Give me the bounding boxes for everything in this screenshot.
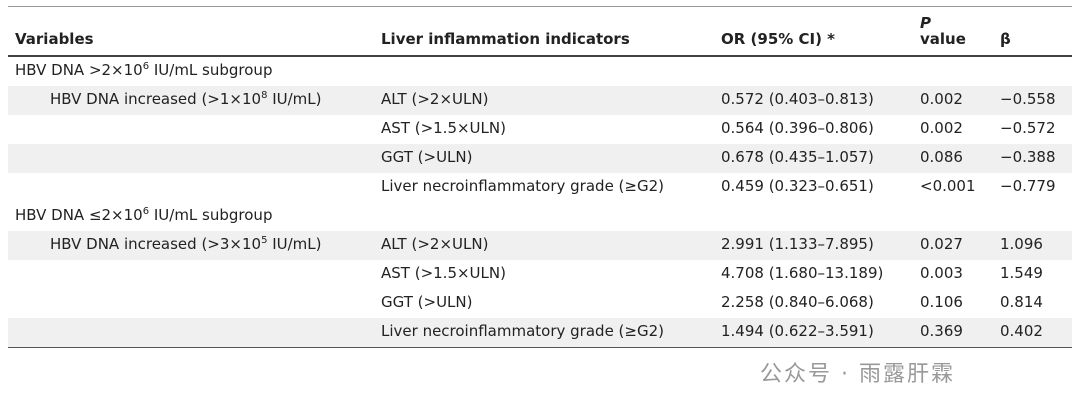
data-row: Liver necroinflammatory grade (≥G2) 0.459… xyxy=(8,173,1072,202)
or-cell: 0.572 (0.403–0.813) xyxy=(714,86,913,115)
data-row: AST (>1.5×ULN) 0.564 (0.396–0.806) 0.002 −0… xyxy=(8,115,1072,144)
data-row: GGT (>ULN) 2.258 (0.840–6.068) 0.106 0.814 xyxy=(8,289,1072,318)
variable-cell xyxy=(8,318,374,348)
p-cell: 0.027 xyxy=(913,231,993,260)
text: IU/mL) xyxy=(267,90,322,108)
watermark: 公众号 · 雨露肝霖 xyxy=(760,362,955,387)
or-cell: 2.991 (1.133–7.895) xyxy=(714,231,913,260)
or-cell: 0.564 (0.396–0.806) xyxy=(721,119,874,137)
p-cell: 0.086 xyxy=(913,144,993,173)
p-cell: 0.002 xyxy=(913,86,993,115)
group-cell: HBV DNA >2×106 IU/mL subgroup xyxy=(8,56,1072,86)
variable-cell xyxy=(8,260,374,289)
data-row: AST (>1.5×ULN) 4.708 (1.680–13.189) 0.003 1… xyxy=(8,260,1072,289)
indicator-cell: GGT (>ULN) xyxy=(374,144,714,173)
indicator-cell: AST (>1.5×ULN) xyxy=(381,119,506,137)
or-cell: 0.459 (0.323–0.651) xyxy=(721,177,874,195)
beta-cell: −0.388 xyxy=(993,144,1072,173)
beta-cell: 1.096 xyxy=(993,231,1072,260)
indicator-cell: ALT (>2×ULN) xyxy=(374,86,714,115)
header-italic: P xyxy=(920,14,931,32)
data-row: GGT (>ULN) 0.678 (0.435–1.057) 0.086 −0.388 xyxy=(8,144,1072,173)
results-table: Variables Liver inflammation indicators … xyxy=(8,6,1072,348)
p-cell: 0.106 xyxy=(920,293,963,311)
indicator-cell: AST (>1.5×ULN) xyxy=(381,264,506,282)
variable-cell xyxy=(8,173,374,202)
indicator-cell: ALT (>2×ULN) xyxy=(374,231,714,260)
p-cell: <0.001 xyxy=(920,177,976,195)
data-row: Liver necroinflammatory grade (≥G2) 1.494… xyxy=(8,318,1072,348)
or-cell: 4.708 (1.680–13.189) xyxy=(721,264,884,282)
header-text: value xyxy=(920,30,966,48)
p-cell: 0.369 xyxy=(913,318,993,348)
variable-cell xyxy=(8,115,374,144)
p-cell: 0.003 xyxy=(920,264,963,282)
indicator-cell: Liver necroinflammatory grade (≥G2) xyxy=(381,177,665,195)
header-cell: Variables xyxy=(8,6,374,57)
text: HBV DNA ≤2×10 xyxy=(15,206,143,224)
header-cell: β xyxy=(993,6,1072,57)
beta-cell: 1.549 xyxy=(1000,264,1043,282)
or-cell: 0.678 (0.435–1.057) xyxy=(714,144,913,173)
beta-cell: −0.558 xyxy=(993,86,1072,115)
text: IU/mL subgroup xyxy=(149,206,273,224)
text: HBV DNA >2×10 xyxy=(15,61,143,79)
group-row: HBV DNA >2×106 IU/mL subgroup xyxy=(8,56,1072,86)
or-cell: 1.494 (0.622–3.591) xyxy=(714,318,913,348)
text: IU/mL subgroup xyxy=(149,61,273,79)
data-row: HBV DNA increased (>1×108 IU/mL) ALT (>2×… xyxy=(8,86,1072,115)
header-cell: OR (95% CI) * xyxy=(714,6,913,57)
beta-cell: −0.572 xyxy=(1000,119,1056,137)
superscript: 6 xyxy=(142,61,150,72)
p-cell: 0.002 xyxy=(920,119,963,137)
indicator-cell: Liver necroinflammatory grade (≥G2) xyxy=(374,318,714,348)
group-cell: HBV DNA ≤2×106 IU/mL subgroup xyxy=(8,202,1072,231)
variable-cell xyxy=(8,144,374,173)
superscript: 6 xyxy=(142,206,150,217)
beta-cell: −0.779 xyxy=(1000,177,1056,195)
superscript: 8 xyxy=(261,90,268,101)
superscript: 5 xyxy=(261,235,268,246)
or-cell: 2.258 (0.840–6.068) xyxy=(721,293,874,311)
variable-cell xyxy=(8,289,374,318)
variable-cell: HBV DNA increased (>1×108 IU/mL) xyxy=(8,86,374,115)
header-row: Variables Liver inflammation indicators … xyxy=(8,6,1072,57)
text: IU/mL) xyxy=(267,235,322,253)
indicator-cell: GGT (>ULN) xyxy=(381,293,473,311)
variable-cell: HBV DNA increased (>3×105 IU/mL) xyxy=(8,231,374,260)
beta-cell: 0.814 xyxy=(1000,293,1043,311)
text: HBV DNA increased (>3×10 xyxy=(50,235,262,253)
beta-cell: 0.402 xyxy=(993,318,1072,348)
group-row: HBV DNA ≤2×106 IU/mL subgroup xyxy=(8,202,1072,231)
text: HBV DNA increased (>1×10 xyxy=(50,90,262,108)
header-cell: Liver inflammation indicators xyxy=(374,6,714,57)
data-row: HBV DNA increased (>3×105 IU/mL) ALT (>2×… xyxy=(8,231,1072,260)
